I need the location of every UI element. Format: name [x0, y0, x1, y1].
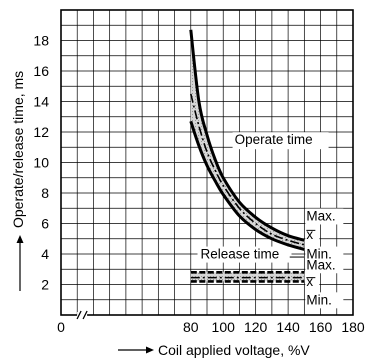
- operate-mean-line: [190, 93, 305, 246]
- y-tick-label: 14: [33, 94, 49, 110]
- ticks: 0 80 100 120 140 160 180 2 4 6 8 10 12 14 16 18: [33, 33, 364, 336]
- series: [189, 29, 305, 283]
- operate-max-line: [189, 29, 305, 242]
- x-tick-label: 0: [57, 319, 65, 335]
- axis-break-slash: [76, 310, 82, 320]
- axis-break-mark: [76, 310, 88, 320]
- y-tick-label: 18: [33, 33, 49, 49]
- release-min-label: Min.: [306, 292, 332, 307]
- grid: [61, 10, 353, 315]
- y-tick-label: 16: [33, 63, 49, 79]
- y-tick-label: 6: [41, 216, 49, 232]
- label-background: [305, 292, 344, 309]
- y-tick-label: 4: [41, 246, 49, 262]
- x-tick-label: 180: [341, 319, 365, 335]
- x-axis-title-group: Coil applied voltage, %V: [118, 342, 310, 358]
- label-background: [197, 246, 292, 263]
- x-tick-label: 160: [309, 319, 333, 335]
- x-tick-label: 100: [212, 319, 236, 335]
- y-axis-arrowhead: [16, 235, 24, 243]
- x-tick-label: 80: [183, 319, 199, 335]
- label-background: [232, 132, 329, 150]
- y-tick-label: 2: [41, 277, 49, 293]
- axis-break-slash: [82, 310, 88, 320]
- operate-min-line: [189, 120, 305, 251]
- operate-min-label: Min.: [306, 247, 332, 262]
- plot-frame: [60, 9, 354, 316]
- release-max-label: Max.: [306, 257, 335, 272]
- x-axis-arrowhead: [146, 346, 154, 354]
- release-band-fill: [190, 272, 305, 282]
- x-tick-label: 140: [276, 319, 300, 335]
- y-axis-title: Operate/release time, ms: [10, 71, 26, 228]
- axis-break-gap: [77, 312, 88, 318]
- release-time-label: Release time: [201, 247, 280, 262]
- operate-mean-label: x: [306, 227, 313, 242]
- label-background: [305, 257, 344, 274]
- bands: [190, 29, 344, 309]
- x-axis-title: Coil applied voltage, %V: [158, 342, 310, 358]
- annotations: Operate time Release time Max. x Min. Ma…: [201, 132, 336, 307]
- y-axis-title-group: Operate/release time, ms: [10, 71, 26, 291]
- operate-max-label: Max.: [306, 208, 335, 223]
- y-tick-label: 10: [33, 155, 49, 171]
- release-mean-label: x: [306, 274, 313, 289]
- x-tick-label: 120: [244, 319, 268, 335]
- label-background: [305, 208, 344, 225]
- y-tick-label: 8: [41, 185, 49, 201]
- operate-time-label: Operate time: [235, 132, 313, 147]
- y-tick-label: 12: [33, 124, 49, 140]
